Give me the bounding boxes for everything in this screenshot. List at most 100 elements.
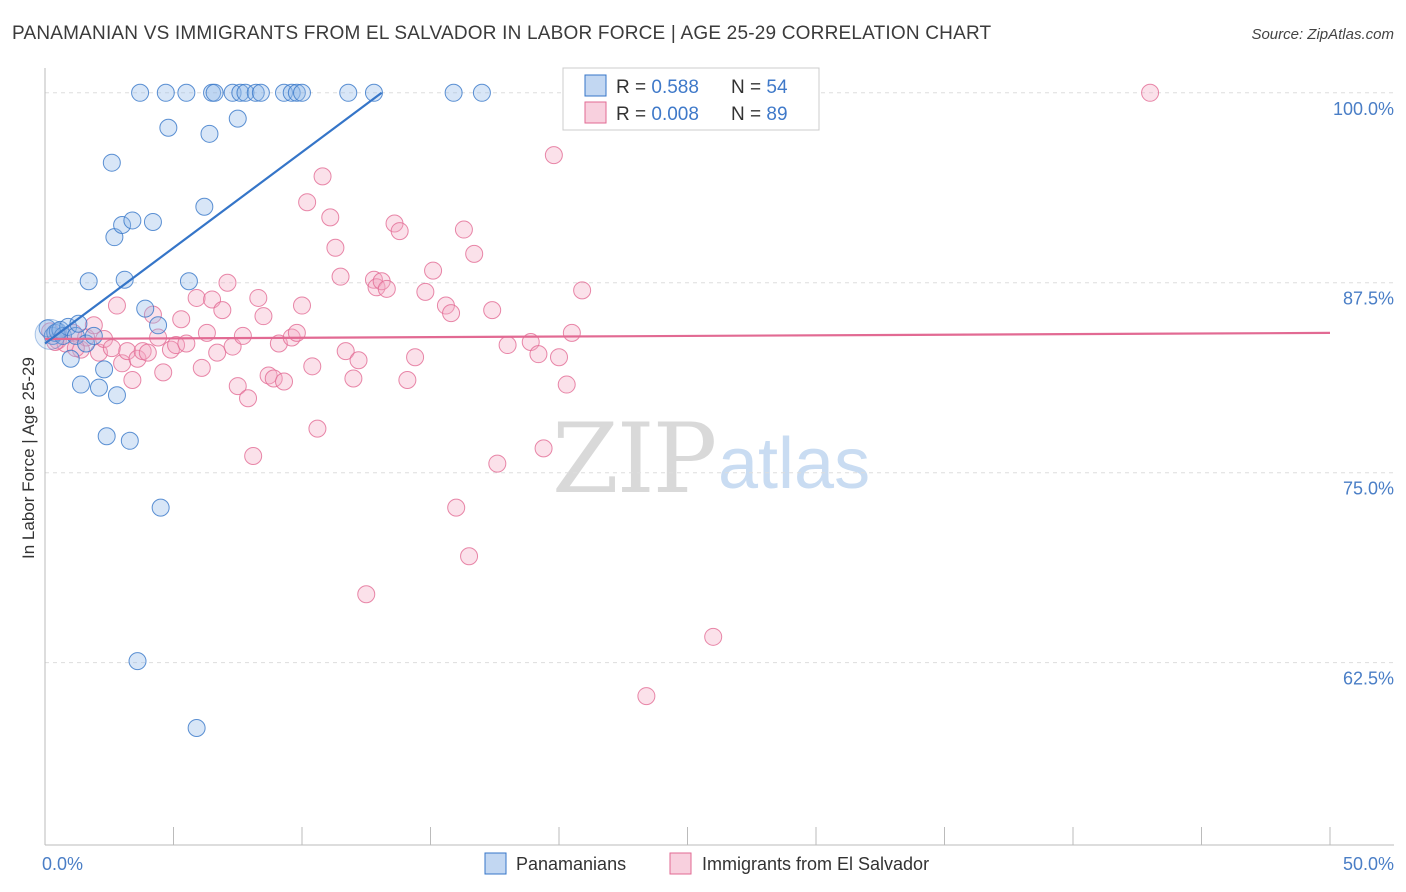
salvador-point-77 bbox=[534, 439, 553, 458]
salvador-point-38 bbox=[259, 366, 278, 385]
panamanians-point-20 bbox=[113, 216, 132, 234]
axes bbox=[44, 68, 1394, 846]
salvador-point-62 bbox=[398, 371, 417, 389]
salvador-point-48 bbox=[313, 167, 332, 186]
salvador-point-22 bbox=[172, 310, 191, 329]
series-panamanians-points bbox=[34, 83, 666, 737]
salvador-point-13 bbox=[123, 371, 142, 389]
panamanians-point-35 bbox=[195, 197, 214, 216]
panamanians-point-29 bbox=[151, 498, 170, 517]
panamanians-point-52 bbox=[472, 83, 491, 102]
panamanians-point-25 bbox=[131, 83, 150, 102]
salvador-point-68 bbox=[447, 498, 466, 517]
panamanians-point-21 bbox=[115, 270, 134, 289]
salvador-point-28 bbox=[208, 343, 227, 362]
salvador-point-41 bbox=[275, 372, 294, 391]
stats-legend: R = 0.588 N = 54 R = 0.008 N = 89 bbox=[562, 67, 820, 131]
salvador-point-50 bbox=[326, 238, 345, 257]
salvador-point-86 bbox=[1141, 83, 1160, 102]
salvador-point-80 bbox=[557, 375, 576, 394]
y-tick-labels: 100.0% 87.5% 75.0% 62.5% bbox=[1333, 99, 1394, 689]
watermark-zip: ZIP bbox=[552, 403, 715, 515]
salvador-point-74 bbox=[498, 336, 517, 355]
salvador-point-53 bbox=[344, 369, 363, 388]
panamanians-point-12 bbox=[79, 272, 98, 291]
salvador-point-34 bbox=[239, 389, 258, 408]
salvador-point-84 bbox=[637, 687, 656, 706]
salvador-point-47 bbox=[308, 419, 327, 438]
n-label-salvador: N = bbox=[731, 104, 766, 125]
watermark: ZIP atlas bbox=[552, 403, 870, 515]
panamanians-point-51 bbox=[444, 83, 463, 102]
panamanians-point-49 bbox=[339, 83, 358, 102]
source-label: Source: ZipAtlas.com bbox=[1251, 26, 1394, 43]
y-tick-label-3: 62.5% bbox=[1343, 669, 1394, 689]
r-label-salvador: R = bbox=[616, 104, 651, 125]
x-tick-label-0: 0.0% bbox=[42, 854, 83, 874]
r-label-panamanians: R = bbox=[616, 77, 651, 98]
panamanians-point-31 bbox=[159, 118, 178, 137]
legend-label-panamanians: Panamanians bbox=[516, 854, 626, 874]
panamanians-point-39 bbox=[223, 83, 242, 102]
legend-label-salvador: Immigrants from El Salvador bbox=[702, 854, 929, 874]
panamanians-point-26 bbox=[136, 299, 155, 318]
salvador-point-45 bbox=[298, 193, 317, 212]
salvador-point-29 bbox=[213, 301, 232, 320]
panamanians-point-30 bbox=[156, 83, 175, 102]
trend-lines bbox=[44, 91, 1331, 345]
stats-legend-swatch-salvador bbox=[584, 101, 607, 124]
x-tick-label-1: 50.0% bbox=[1343, 854, 1394, 874]
salvador-point-44 bbox=[293, 296, 311, 315]
salvador-point-69 bbox=[454, 220, 473, 239]
n-value-salvador: 89 bbox=[766, 104, 787, 125]
salvador-point-73 bbox=[488, 454, 507, 473]
salvador-point-78 bbox=[544, 146, 563, 165]
salvador-point-51 bbox=[331, 267, 350, 286]
salvador-point-37 bbox=[254, 307, 273, 326]
y-tick-label-2: 75.0% bbox=[1343, 479, 1394, 499]
salvador-point-72 bbox=[483, 301, 502, 320]
panamanians-point-17 bbox=[102, 153, 121, 172]
salvador-point-65 bbox=[424, 261, 443, 280]
salvador-point-71 bbox=[465, 244, 484, 263]
y-axis-label: In Labor Force | Age 25-29 bbox=[19, 357, 38, 559]
r-value-panamanians: 0.588 bbox=[651, 77, 699, 98]
salvador-point-67 bbox=[442, 304, 461, 323]
stats-legend-row-panamanians: R = 0.588 N = 54 bbox=[616, 77, 788, 98]
salvador-point-59 bbox=[377, 279, 396, 298]
salvador-point-19 bbox=[154, 363, 173, 382]
panamanians-point-7 bbox=[61, 349, 80, 368]
salvador-point-33 bbox=[233, 326, 252, 345]
salvador-point-55 bbox=[357, 585, 376, 604]
salvador-point-25 bbox=[192, 358, 211, 377]
panamanians-point-36 bbox=[200, 124, 219, 143]
salvador-point-54 bbox=[349, 351, 368, 370]
salvador-point-79 bbox=[550, 348, 568, 367]
panamanians-point-16 bbox=[97, 427, 116, 446]
panamanians-point-44 bbox=[251, 83, 270, 102]
panamanians-point-40 bbox=[228, 109, 247, 128]
trend-line-panamanians bbox=[44, 91, 383, 345]
panamanians-point-14 bbox=[89, 378, 108, 397]
n-label-panamanians: N = bbox=[731, 77, 766, 98]
salvador-point-81 bbox=[562, 323, 581, 342]
salvador-point-9 bbox=[102, 339, 121, 358]
series-salvador-points bbox=[41, 83, 1160, 706]
salvador-point-49 bbox=[321, 208, 340, 227]
panamanians-point-38 bbox=[205, 83, 224, 102]
y-tick-label-1: 87.5% bbox=[1343, 289, 1394, 309]
panamanians-point-22 bbox=[120, 431, 139, 450]
salvador-point-12 bbox=[118, 342, 137, 361]
panamanians-point-41 bbox=[231, 83, 250, 102]
salvador-point-82 bbox=[573, 281, 592, 300]
panamanians-point-42 bbox=[236, 83, 255, 102]
y-tick-label-0: 100.0% bbox=[1333, 99, 1394, 119]
panamanians-point-28 bbox=[149, 316, 168, 335]
panamanians-point-15 bbox=[95, 360, 114, 379]
panamanians-point-46 bbox=[282, 83, 301, 102]
chart-title: PANAMANIAN VS IMMIGRANTS FROM EL SALVADO… bbox=[12, 23, 992, 44]
panamanians-cluster-marker bbox=[34, 318, 66, 350]
panamanians-point-50 bbox=[364, 83, 383, 102]
panamanians-point-19 bbox=[107, 386, 126, 405]
